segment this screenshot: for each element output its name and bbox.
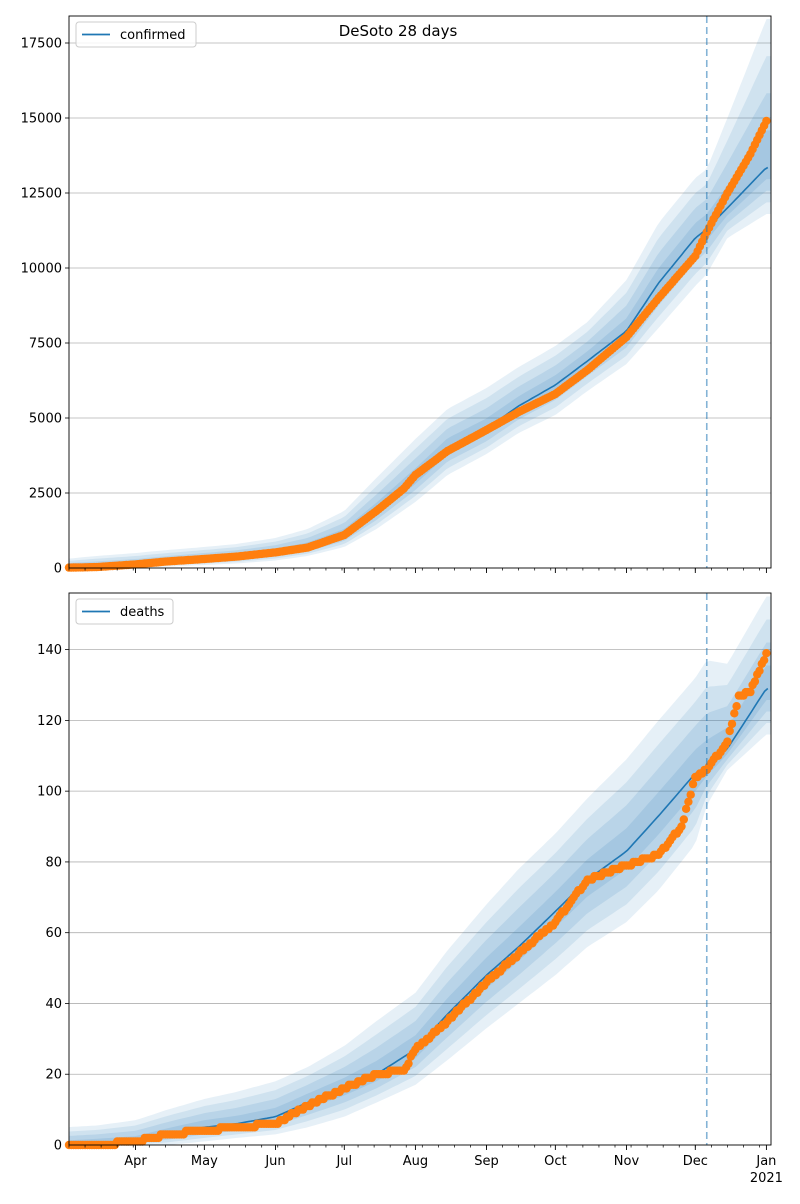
legend-box xyxy=(75,21,197,48)
x-tick-label: Aug xyxy=(403,1154,428,1169)
legend-label: confirmed xyxy=(120,28,186,43)
y-tick-label: 12500 xyxy=(21,187,62,202)
data-point xyxy=(730,709,739,718)
data-point xyxy=(681,804,691,813)
x-tick-label: Dec xyxy=(683,1154,708,1169)
y-tick-label: 7500 xyxy=(29,337,62,352)
data-point xyxy=(750,677,760,686)
data-point xyxy=(686,790,695,799)
legend-label: deaths xyxy=(120,605,165,620)
data-point xyxy=(725,726,734,736)
y-tick-label: 0 xyxy=(54,1139,62,1154)
data-point xyxy=(727,719,737,729)
x-year-label: 2021 xyxy=(750,1171,783,1186)
data-point xyxy=(762,116,771,126)
y-tick-label: 0 xyxy=(54,562,62,577)
y-tick-label: 15000 xyxy=(21,112,62,127)
axes-frame xyxy=(68,15,772,569)
legend: confirmed xyxy=(75,21,197,48)
y-tick-label: 5000 xyxy=(29,412,62,427)
data-point xyxy=(404,1059,413,1068)
y-tick-label: 10000 xyxy=(21,262,62,277)
x-tick-label: Oct xyxy=(544,1154,566,1169)
confidence-band-1 xyxy=(69,19,771,568)
data-point xyxy=(684,797,693,806)
data-point xyxy=(688,779,698,789)
data-point xyxy=(762,649,771,658)
data-point xyxy=(723,737,732,746)
confidence-band-1 xyxy=(69,596,771,1145)
chart-title: DeSoto 28 days xyxy=(339,22,458,40)
x-tick-label: Apr xyxy=(124,1154,147,1169)
legend-box xyxy=(75,598,174,625)
deaths-panel: 0 20 40 60 80 100 120 140 Apr May Jun Jul Aug Sep Oct N… xyxy=(37,592,783,1186)
x-tick-label: May xyxy=(191,1154,218,1169)
y-tick-label: 60 xyxy=(45,926,62,941)
data-point xyxy=(679,815,688,824)
x-tick-label: Nov xyxy=(614,1154,640,1169)
x-tick-label: Jun xyxy=(264,1154,285,1169)
confidence-band-2 xyxy=(69,56,771,568)
x-tick-label: Jul xyxy=(335,1154,352,1169)
y-tick-label: 17500 xyxy=(21,37,62,52)
y-tick-label: 140 xyxy=(37,643,62,658)
y-tick-label: 120 xyxy=(37,714,62,729)
data-point xyxy=(759,656,769,665)
y-tick-label: 2500 xyxy=(29,487,62,502)
x-tick-label: Sep xyxy=(474,1154,499,1169)
confirmed-panel: 0 2500 5000 7500 10000 12500 15000 17500 DeSoto … xyxy=(21,15,772,577)
legend: deaths xyxy=(75,598,174,625)
data-point xyxy=(732,702,741,711)
axes-frame xyxy=(68,592,772,1146)
data-point xyxy=(746,687,755,697)
x-tick-label: Jan xyxy=(755,1154,776,1169)
data-point xyxy=(677,822,686,831)
y-tick-label: 20 xyxy=(45,1068,62,1083)
y-tick-label: 100 xyxy=(37,785,62,800)
data-point xyxy=(755,666,764,675)
y-tick-label: 80 xyxy=(45,855,62,870)
y-tick-label: 40 xyxy=(45,997,62,1012)
